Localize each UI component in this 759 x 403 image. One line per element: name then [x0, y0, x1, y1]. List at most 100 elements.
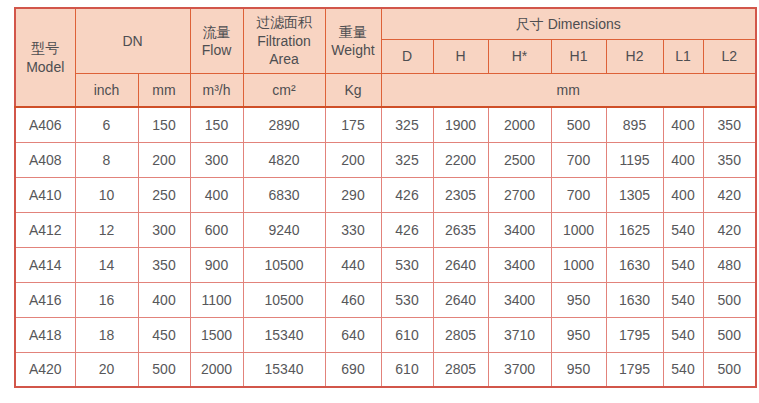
weight-cell: 440: [325, 247, 381, 282]
table-body: A406 6 150 150 2890 175 325 1900 2000 50…: [15, 107, 756, 387]
dn-mm-cell: 450: [138, 317, 190, 352]
flow-cell: 2000: [190, 352, 243, 387]
col-header-flow: 流量 Flow: [190, 8, 243, 73]
dim-h2-cell: 1625: [606, 212, 663, 247]
dn-mm-cell: 350: [138, 247, 190, 282]
dim-h1-cell: 500: [551, 107, 606, 142]
dim-l2-cell: 500: [703, 282, 756, 317]
dim-h1-cell: 700: [551, 177, 606, 212]
weight-cell: 690: [325, 352, 381, 387]
model-cell: A406: [15, 107, 75, 142]
dn-inch-cell: 12: [75, 212, 138, 247]
dim-l1-cell: 540: [663, 352, 703, 387]
dim-l2-cell: 500: [703, 352, 756, 387]
dn-inch-cell: 18: [75, 317, 138, 352]
col-header-l1: L1: [663, 39, 703, 73]
table-header: 型号 Model DN 流量 Flow 过滤面积 Filtration Area…: [15, 8, 756, 107]
dim-h-cell: 2640: [433, 247, 488, 282]
model-cell: A412: [15, 212, 75, 247]
weight-cell: 330: [325, 212, 381, 247]
dim-l2-cell: 500: [703, 317, 756, 352]
dim-l1-cell: 400: [663, 142, 703, 177]
dim-h-cell: 1900: [433, 107, 488, 142]
dn-mm-cell: 150: [138, 107, 190, 142]
dn-inch-cell: 16: [75, 282, 138, 317]
dim-l2-cell: 350: [703, 142, 756, 177]
dim-h-star-cell: 3400: [488, 282, 551, 317]
dim-h-star-cell: 3400: [488, 212, 551, 247]
dn-mm-cell: 250: [138, 177, 190, 212]
col-header-l2: L2: [703, 39, 756, 73]
dim-l2-cell: 350: [703, 107, 756, 142]
col-header-filtration-area: 过滤面积 Filtration Area: [243, 8, 325, 73]
dim-h2-cell: 1305: [606, 177, 663, 212]
flow-cell: 900: [190, 247, 243, 282]
dim-d-cell: 610: [381, 317, 433, 352]
dim-h-star-cell: 3700: [488, 352, 551, 387]
dim-l1-cell: 540: [663, 317, 703, 352]
header-row-units: inch mm m³/h cm² Kg mm: [15, 73, 756, 107]
unit-inch: inch: [75, 73, 138, 107]
col-header-dn: DN: [75, 8, 190, 73]
dim-l1-cell: 400: [663, 107, 703, 142]
dim-h2-cell: 1630: [606, 247, 663, 282]
dn-mm-cell: 400: [138, 282, 190, 317]
dim-l1-cell: 540: [663, 212, 703, 247]
dim-h-star-cell: 3710: [488, 317, 551, 352]
flow-cell: 1500: [190, 317, 243, 352]
dn-mm-cell: 300: [138, 212, 190, 247]
model-cell: A408: [15, 142, 75, 177]
dim-d-cell: 610: [381, 352, 433, 387]
col-header-h1: H1: [551, 39, 606, 73]
col-header-model: 型号 Model: [15, 8, 75, 107]
dim-h1-cell: 950: [551, 352, 606, 387]
header-row-1: 型号 Model DN 流量 Flow 过滤面积 Filtration Area…: [15, 8, 756, 39]
filtration-area-cell: 4820: [243, 142, 325, 177]
dim-d-cell: 530: [381, 282, 433, 317]
dim-h-star-cell: 3400: [488, 247, 551, 282]
dim-d-cell: 530: [381, 247, 433, 282]
unit-flow: m³/h: [190, 73, 243, 107]
dim-h2-cell: 1795: [606, 352, 663, 387]
table-row: A406 6 150 150 2890 175 325 1900 2000 50…: [15, 107, 756, 142]
weight-cell: 460: [325, 282, 381, 317]
dim-h2-cell: 1195: [606, 142, 663, 177]
col-header-h: H: [433, 39, 488, 73]
dim-h-cell: 2640: [433, 282, 488, 317]
weight-cell: 290: [325, 177, 381, 212]
filtration-area-cell: 6830: [243, 177, 325, 212]
dim-l2-cell: 480: [703, 247, 756, 282]
filtration-area-cell: 15340: [243, 317, 325, 352]
table-row: A408 8 200 300 4820 200 325 2200 2500 70…: [15, 142, 756, 177]
dim-h-cell: 2805: [433, 352, 488, 387]
dn-inch-cell: 14: [75, 247, 138, 282]
col-header-dimensions: 尺寸 Dimensions: [381, 8, 756, 39]
dim-h1-cell: 700: [551, 142, 606, 177]
dim-l2-cell: 420: [703, 212, 756, 247]
dim-h2-cell: 895: [606, 107, 663, 142]
dim-l1-cell: 540: [663, 282, 703, 317]
dim-h1-cell: 950: [551, 317, 606, 352]
col-header-h-star: H*: [488, 39, 551, 73]
filtration-area-cell: 10500: [243, 282, 325, 317]
dn-inch-cell: 6: [75, 107, 138, 142]
dim-h2-cell: 1795: [606, 317, 663, 352]
dim-h1-cell: 1000: [551, 247, 606, 282]
dim-d-cell: 325: [381, 142, 433, 177]
filtration-area-cell: 2890: [243, 107, 325, 142]
filtration-area-cell: 9240: [243, 212, 325, 247]
flow-cell: 150: [190, 107, 243, 142]
dn-inch-cell: 10: [75, 177, 138, 212]
filtration-area-cell: 10500: [243, 247, 325, 282]
dim-d-cell: 325: [381, 107, 433, 142]
dim-h-cell: 2305: [433, 177, 488, 212]
table-row: A410 10 250 400 6830 290 426 2305 2700 7…: [15, 177, 756, 212]
dim-d-cell: 426: [381, 177, 433, 212]
dim-h1-cell: 1000: [551, 212, 606, 247]
col-header-weight: 重量 Weight: [325, 8, 381, 73]
weight-cell: 175: [325, 107, 381, 142]
dim-d-cell: 426: [381, 212, 433, 247]
dn-mm-cell: 200: [138, 142, 190, 177]
dim-l1-cell: 540: [663, 247, 703, 282]
table-row: A412 12 300 600 9240 330 426 2635 3400 1…: [15, 212, 756, 247]
